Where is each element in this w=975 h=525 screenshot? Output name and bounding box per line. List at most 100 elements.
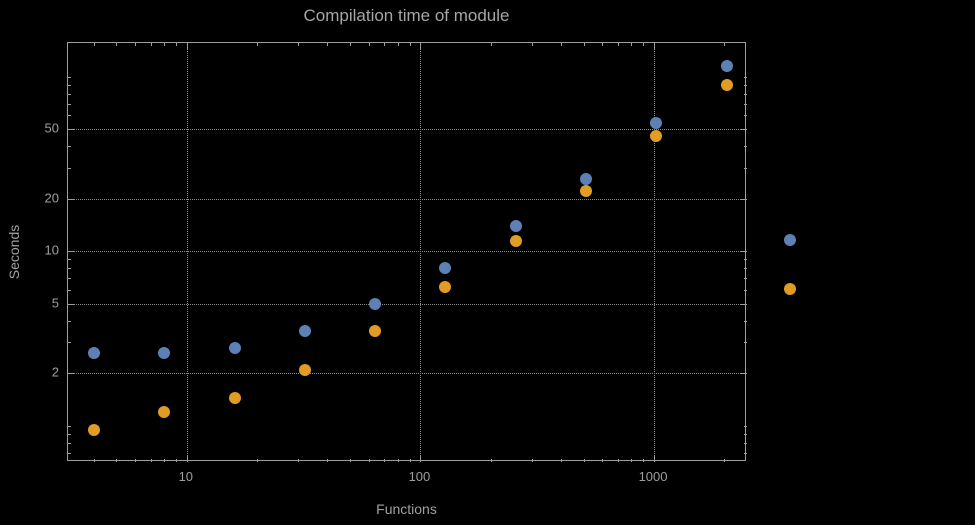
x-minor-tick — [298, 43, 300, 46]
data-point-series-1-blue — [580, 172, 593, 185]
data-point-series-1-blue — [509, 219, 522, 232]
y-tick-label: 5 — [51, 295, 59, 311]
x-major-tick — [186, 456, 188, 462]
x-minor-tick — [643, 459, 645, 462]
data-point-series-2-orange — [650, 129, 663, 142]
y-minor-tick — [68, 167, 71, 169]
x-minor-tick — [116, 43, 118, 46]
x-minor-tick — [350, 43, 352, 46]
y-minor-tick — [68, 146, 71, 148]
x-minor-tick — [583, 459, 585, 462]
y-major-tick — [68, 373, 74, 375]
y-minor-tick — [68, 93, 71, 95]
y-minor-tick — [744, 146, 747, 148]
y-major-tick — [741, 373, 747, 375]
y-minor-tick — [68, 289, 71, 291]
x-minor-tick — [298, 459, 300, 462]
x-minor-tick — [93, 459, 95, 462]
y-minor-tick — [68, 320, 71, 322]
x-minor-tick — [327, 43, 329, 46]
data-point-series-2-orange — [439, 281, 452, 294]
y-minor-tick — [744, 433, 747, 435]
x-minor-tick — [531, 43, 533, 46]
x-minor-tick — [176, 459, 178, 462]
x-minor-tick — [134, 43, 136, 46]
x-major-tick — [420, 43, 422, 49]
y-tick-label: 20 — [44, 190, 59, 206]
legend-marker-series-1 — [784, 234, 796, 246]
x-minor-tick — [384, 43, 386, 46]
x-minor-tick — [384, 459, 386, 462]
x-axis-label: Functions — [376, 501, 437, 517]
x-minor-tick — [176, 43, 178, 46]
x-major-tick — [420, 456, 422, 462]
y-gridline — [68, 198, 745, 200]
x-minor-tick — [368, 43, 370, 46]
y-minor-tick — [68, 342, 71, 344]
y-minor-tick — [744, 93, 747, 95]
y-minor-tick — [744, 76, 747, 78]
y-minor-tick — [744, 289, 747, 291]
data-point-series-2-orange — [369, 324, 382, 337]
data-point-series-2-orange — [720, 78, 733, 91]
x-minor-tick — [631, 459, 633, 462]
y-minor-tick — [744, 442, 747, 444]
data-point-series-2-orange — [228, 391, 241, 404]
x-minor-tick — [257, 43, 259, 46]
x-minor-tick — [350, 459, 352, 462]
y-minor-tick — [68, 115, 71, 117]
y-minor-tick — [744, 115, 747, 117]
y-tick-label: 10 — [44, 242, 59, 258]
data-point-series-2-orange — [509, 234, 522, 247]
x-minor-tick — [368, 459, 370, 462]
x-minor-tick — [150, 459, 152, 462]
data-point-series-1-blue — [87, 347, 100, 360]
y-minor-tick — [68, 103, 71, 105]
x-minor-tick — [643, 43, 645, 46]
data-point-series-1-blue — [650, 117, 663, 130]
x-tick-label: 1000 — [638, 469, 668, 484]
x-minor-tick — [257, 459, 259, 462]
y-major-tick — [741, 251, 747, 253]
y-minor-tick — [744, 103, 747, 105]
y-tick-label: 2 — [51, 364, 59, 380]
x-minor-tick — [164, 459, 166, 462]
y-major-tick — [741, 129, 747, 131]
x-minor-tick — [531, 459, 533, 462]
x-minor-tick — [631, 43, 633, 46]
y-minor-tick — [744, 452, 747, 454]
y-minor-tick — [68, 452, 71, 454]
y-minor-tick — [744, 167, 747, 169]
x-minor-tick — [397, 459, 399, 462]
y-major-tick — [741, 303, 747, 305]
y-minor-tick — [744, 278, 747, 280]
data-point-series-1-blue — [298, 324, 311, 337]
y-minor-tick — [744, 259, 747, 261]
data-point-series-2-orange — [298, 363, 311, 376]
y-minor-tick — [68, 76, 71, 78]
y-minor-tick — [68, 442, 71, 444]
x-minor-tick — [116, 459, 118, 462]
y-gridline — [68, 303, 745, 305]
x-minor-tick — [134, 459, 136, 462]
x-minor-tick — [409, 459, 411, 462]
y-major-tick — [68, 303, 74, 305]
legend-marker-series-2 — [784, 283, 796, 295]
x-minor-tick — [150, 43, 152, 46]
plot-area — [67, 42, 747, 462]
x-minor-tick — [617, 43, 619, 46]
data-point-series-1-blue — [369, 297, 382, 310]
y-minor-tick — [744, 268, 747, 270]
data-point-series-1-blue — [158, 347, 171, 360]
x-minor-tick — [93, 43, 95, 46]
x-minor-tick — [602, 43, 604, 46]
y-major-tick — [68, 251, 74, 253]
x-tick-label: 10 — [178, 469, 194, 484]
x-minor-tick — [617, 459, 619, 462]
chart-title: Compilation time of module — [303, 6, 510, 25]
y-gridline — [68, 251, 745, 253]
x-minor-tick — [490, 43, 492, 46]
data-point-series-2-orange — [158, 405, 171, 418]
y-minor-tick — [68, 268, 71, 270]
